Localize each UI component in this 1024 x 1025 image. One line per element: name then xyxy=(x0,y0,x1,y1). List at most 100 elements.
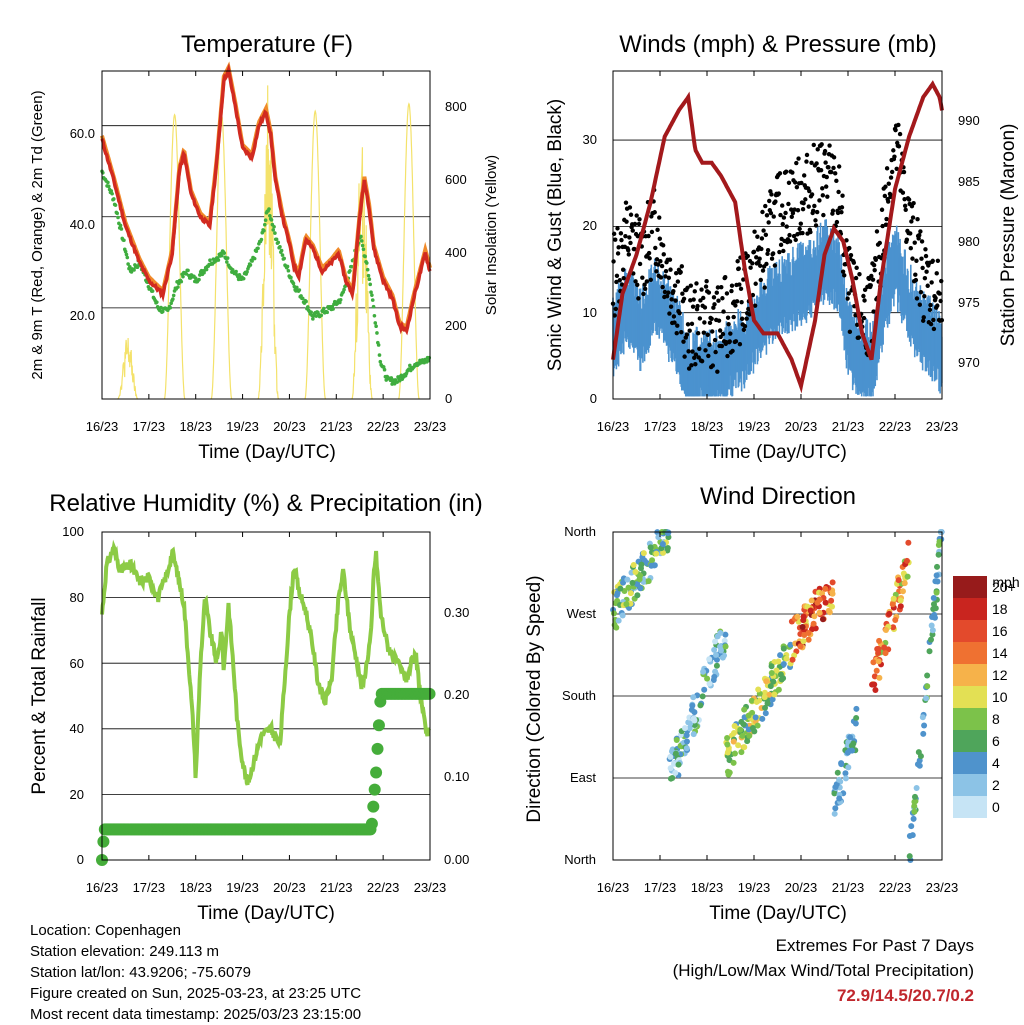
gust-point xyxy=(706,353,711,359)
gust-point xyxy=(764,261,769,267)
gust-point xyxy=(917,302,923,307)
direction-point xyxy=(780,661,787,668)
direction-point xyxy=(908,823,915,830)
station-info: Location: Copenhagen Station elevation: … xyxy=(30,920,361,1025)
direction-point xyxy=(745,712,752,719)
dewpoint-point xyxy=(256,246,260,251)
gust-point xyxy=(835,210,841,216)
gust-point xyxy=(813,218,818,223)
dewpoint-point xyxy=(359,234,363,239)
gust-point xyxy=(765,251,770,256)
gust-point xyxy=(672,320,677,325)
gust-point xyxy=(666,275,672,281)
gust-point xyxy=(794,160,799,166)
direction-point xyxy=(807,607,814,614)
gust-point xyxy=(725,315,731,320)
precip-ytick-030: 0.30 xyxy=(444,605,469,620)
dewpoint-point xyxy=(389,376,394,380)
direction-point xyxy=(882,639,889,646)
gust-point xyxy=(870,277,876,282)
direction-point xyxy=(829,603,836,610)
solar-insolation-line xyxy=(304,109,327,400)
gust-point xyxy=(935,258,941,263)
direction-point xyxy=(933,589,940,596)
direction-point xyxy=(664,530,671,537)
direction-series xyxy=(610,529,945,863)
direction-point xyxy=(660,549,667,556)
direction-point xyxy=(634,592,641,599)
gust-point xyxy=(771,214,776,219)
direction-point xyxy=(853,705,860,712)
dewpoint-point xyxy=(369,290,373,295)
gust-point xyxy=(923,247,928,252)
legend-label: 14 xyxy=(992,645,1008,661)
gust-point xyxy=(618,231,624,236)
dewpoint-point xyxy=(106,180,110,185)
dewpoint-point xyxy=(300,296,305,301)
gust-point xyxy=(654,269,659,274)
gust-point xyxy=(861,293,866,299)
gust-point xyxy=(696,355,701,360)
gust-point xyxy=(902,196,907,202)
direction-point xyxy=(730,729,737,736)
direction-point xyxy=(625,584,632,591)
direction-point xyxy=(916,762,923,769)
gust-point xyxy=(937,291,942,296)
direction-point xyxy=(836,776,843,783)
gust-point xyxy=(912,240,917,245)
gust-point xyxy=(939,278,944,284)
gust-point xyxy=(733,303,738,308)
gust-point xyxy=(655,262,661,267)
gust-point xyxy=(688,298,693,303)
temp-ytick-60: 60.0 xyxy=(70,126,95,141)
gust-point xyxy=(908,245,913,251)
x-tick-label: 16/23 xyxy=(86,880,119,895)
solar-ytick-0: 0 xyxy=(445,391,452,406)
dewpoint-point xyxy=(373,321,378,325)
gust-point xyxy=(754,255,759,260)
gust-point xyxy=(920,265,925,271)
humidity-frame xyxy=(101,531,431,861)
direction-point xyxy=(737,726,744,733)
gust-point xyxy=(910,256,915,261)
x-tick-label: 16/23 xyxy=(597,880,630,895)
x-tick-label: 20/23 xyxy=(785,419,818,434)
gust-point xyxy=(800,207,806,212)
gust-point xyxy=(680,291,685,296)
gust-point xyxy=(914,296,920,301)
gust-point xyxy=(933,295,938,301)
precip-point xyxy=(368,783,381,796)
direction-point xyxy=(719,654,726,661)
gust-point xyxy=(653,245,658,251)
dewpoint-point xyxy=(311,317,315,321)
winds-title: Winds (mph) & Pressure (mb) xyxy=(619,31,936,58)
solar-insolation-line xyxy=(163,113,186,400)
dewpoint-point xyxy=(124,252,129,257)
rh-ytick-40: 40 xyxy=(70,721,84,736)
direction-point xyxy=(637,585,644,592)
gust-point xyxy=(668,304,674,309)
direction-point xyxy=(730,738,737,745)
dewpoint-point xyxy=(325,310,329,315)
gust-point xyxy=(804,152,810,158)
direction-point xyxy=(870,659,877,666)
rh-line xyxy=(100,539,432,786)
gust-point xyxy=(916,236,921,241)
gust-point xyxy=(767,198,772,204)
dewpoint-point xyxy=(241,276,246,281)
gust-point xyxy=(928,302,933,308)
extremes-box: Extremes For Past 7 Days (High/Low/Max W… xyxy=(673,933,974,1008)
gust-point xyxy=(714,290,719,295)
gust-point xyxy=(628,212,634,217)
direction-point xyxy=(777,671,784,678)
dewpoint-point xyxy=(365,267,370,272)
gust-point xyxy=(831,155,837,160)
temperature-xlabel: Time (Day/UTC) xyxy=(198,442,336,463)
direction-x-ticks: 16/23 17/23 18/23 19/23 20/23 21/23 22/23 23/23 xyxy=(597,532,958,895)
direction-point xyxy=(805,636,812,643)
gust-point xyxy=(814,161,819,166)
gust-point xyxy=(869,273,874,279)
direction-point xyxy=(778,676,785,683)
precip-point xyxy=(372,719,385,732)
gust-point xyxy=(880,223,885,229)
